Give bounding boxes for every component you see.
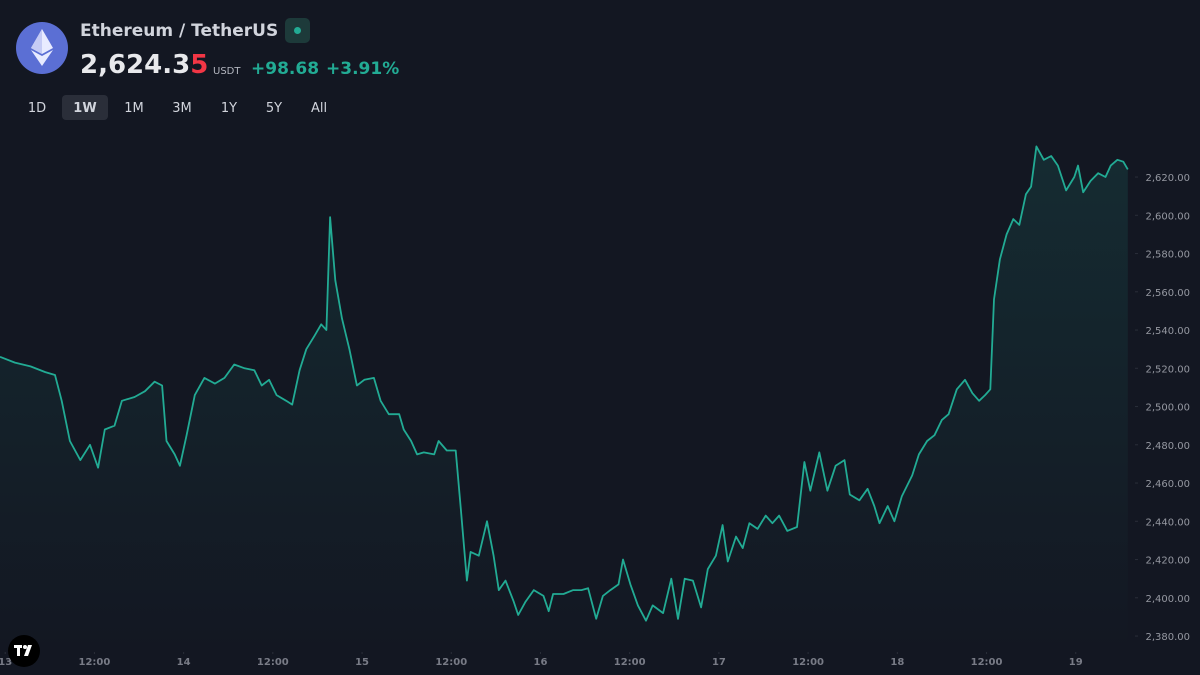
price-main: 2,624.3 xyxy=(80,50,190,80)
x-tick-label: 13 xyxy=(0,657,12,668)
y-tick-label: 2,420.00 xyxy=(1145,556,1190,567)
range-button[interactable]: 5Y xyxy=(266,101,282,116)
status-dot xyxy=(294,27,301,34)
range-button[interactable]: 1W xyxy=(73,101,96,116)
y-tick-label: 2,500.00 xyxy=(1145,403,1190,414)
y-tick-label: 2,560.00 xyxy=(1145,288,1190,299)
range-button[interactable]: 1Y xyxy=(221,101,237,116)
price-line xyxy=(0,145,1129,622)
coin-icon xyxy=(16,22,68,74)
range-active-bg xyxy=(62,95,108,120)
x-tick-label: 15 xyxy=(355,657,369,668)
range-button[interactable]: All xyxy=(311,101,327,116)
price: 2,624.35 xyxy=(80,50,208,80)
x-tick-label: 12:00 xyxy=(792,657,824,668)
y-tick-label: 2,600.00 xyxy=(1145,211,1190,222)
x-tick-label: 12:00 xyxy=(435,657,467,668)
x-tick-label: 17 xyxy=(712,657,726,668)
price-last-digit: 5 xyxy=(190,50,208,80)
x-tick-label: 18 xyxy=(890,657,904,668)
range-buttons: 1D 1W 1M 3M 1Y 5Y All xyxy=(28,95,327,120)
y-tick-label: 2,380.00 xyxy=(1145,632,1190,643)
y-tick-label: 2,400.00 xyxy=(1145,594,1190,605)
y-tick-label: 2,580.00 xyxy=(1145,250,1190,261)
y-tick-label: 2,540.00 xyxy=(1145,326,1190,337)
range-button[interactable]: 1M xyxy=(124,101,144,116)
y-tick-label: 2,440.00 xyxy=(1145,517,1190,528)
change-percent: +3.91% xyxy=(326,59,399,79)
tv-logo xyxy=(8,635,40,667)
y-tick-label: 2,520.00 xyxy=(1145,364,1190,375)
pair-title: Ethereum / TetherUS xyxy=(80,21,278,41)
x-tick-label: 19 xyxy=(1069,657,1083,668)
y-tick-label: 2,480.00 xyxy=(1145,441,1190,452)
x-tick-label: 12:00 xyxy=(614,657,646,668)
range-button[interactable]: 3M xyxy=(172,101,192,116)
y-tick-label: 2,460.00 xyxy=(1145,479,1190,490)
currency: USDT xyxy=(213,66,241,77)
x-tick-label: 12:00 xyxy=(971,657,1003,668)
x-tick-label: 14 xyxy=(177,657,191,668)
plot: 2,380.00 2,400.00 2,420.00 2,440.00 2,460.00… xyxy=(0,145,1190,668)
range-button[interactable]: 1D xyxy=(28,101,46,116)
y-tick-label: 2,620.00 xyxy=(1145,173,1190,184)
x-tick-label: 16 xyxy=(534,657,548,668)
change: +98.68 xyxy=(251,59,319,79)
area xyxy=(0,146,1128,650)
x-tick-label: 12:00 xyxy=(257,657,289,668)
x-tick-label: 12:00 xyxy=(78,657,110,668)
